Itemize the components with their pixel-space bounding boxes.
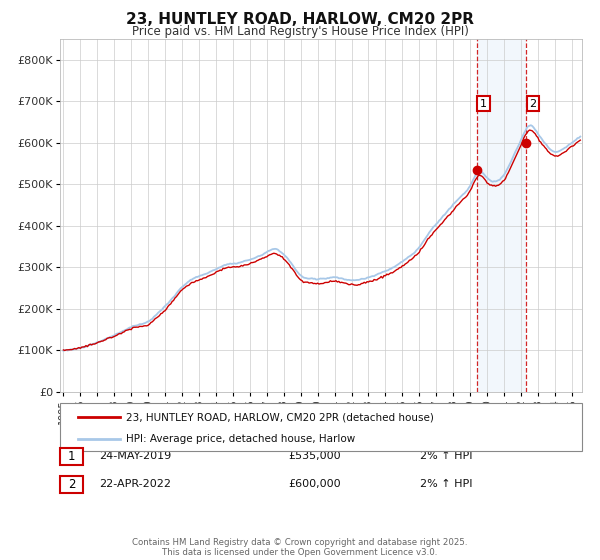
Text: 2: 2 — [529, 99, 536, 109]
Text: 24-MAY-2019: 24-MAY-2019 — [99, 451, 171, 461]
Text: HPI: Average price, detached house, Harlow: HPI: Average price, detached house, Harl… — [126, 434, 355, 444]
Text: 2% ↑ HPI: 2% ↑ HPI — [420, 451, 473, 461]
Text: 22-APR-2022: 22-APR-2022 — [99, 479, 171, 489]
Text: £600,000: £600,000 — [288, 479, 341, 489]
Text: 1: 1 — [68, 450, 75, 463]
Text: 23, HUNTLEY ROAD, HARLOW, CM20 2PR (detached house): 23, HUNTLEY ROAD, HARLOW, CM20 2PR (deta… — [126, 413, 434, 422]
Text: 1: 1 — [480, 99, 487, 109]
Text: 2: 2 — [68, 478, 75, 491]
Bar — [476, 39, 526, 392]
Text: 23, HUNTLEY ROAD, HARLOW, CM20 2PR: 23, HUNTLEY ROAD, HARLOW, CM20 2PR — [126, 12, 474, 27]
Text: Price paid vs. HM Land Registry's House Price Index (HPI): Price paid vs. HM Land Registry's House … — [131, 25, 469, 38]
Text: Contains HM Land Registry data © Crown copyright and database right 2025.
This d: Contains HM Land Registry data © Crown c… — [132, 538, 468, 557]
Text: £535,000: £535,000 — [288, 451, 341, 461]
Text: 2% ↑ HPI: 2% ↑ HPI — [420, 479, 473, 489]
